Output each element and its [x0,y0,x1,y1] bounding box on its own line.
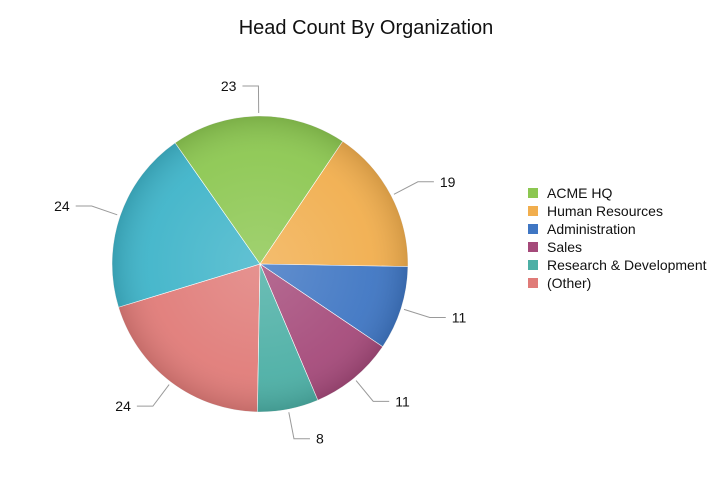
legend-item: Research & Development [528,256,707,274]
slice-value-label: 8 [316,431,324,447]
label-leader-line [75,205,118,216]
legend-item: Human Resources [528,202,707,220]
legend-swatch [528,224,538,234]
legend-item: Sales [528,238,707,256]
chart-legend: ACME HQ Human Resources Administration Sale… [528,184,707,292]
legend-label: Sales [547,239,583,255]
label-leader-line [288,412,310,440]
legend-swatch [528,260,538,270]
slice-value-label: 11 [452,310,467,326]
legend-label: ACME HQ [547,185,613,201]
label-leader-line [393,181,434,195]
label-leader-line [403,308,446,319]
label-leader-line [242,85,260,114]
slice-value-label: 24 [54,198,70,214]
pie-data-labels: 24 24 23 19 11 11 8 [54,78,466,447]
legend-swatch [528,206,538,216]
legend-swatch [528,242,538,252]
legend-item: (Other) [528,274,707,292]
legend-label: Research & Development [547,257,707,273]
legend-item: Administration [528,220,707,238]
label-leader-line [136,384,170,407]
legend-item: ACME HQ [528,184,707,202]
legend-label: Administration [547,221,636,237]
slice-value-label: 19 [440,174,456,190]
slice-value-label: 11 [395,393,410,409]
slice-value-label: 23 [221,78,237,94]
legend-swatch [528,188,538,198]
pie-slices [111,115,409,413]
legend-label: (Other) [547,275,592,291]
slice-value-label: 24 [115,398,131,414]
label-leader-line [355,380,390,402]
legend-swatch [528,278,538,288]
chart-title: Head Count By Organization [238,17,494,39]
legend-label: Human Resources [547,203,663,219]
